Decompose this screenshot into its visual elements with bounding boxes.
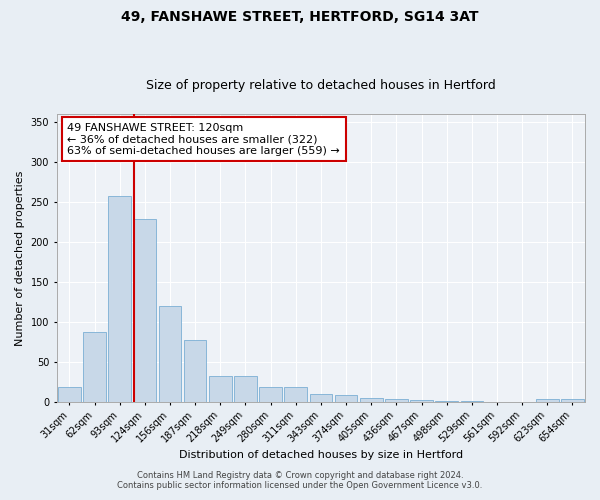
Bar — [461, 401, 483, 402]
Bar — [259, 386, 282, 402]
Y-axis label: Number of detached properties: Number of detached properties — [15, 170, 25, 346]
Bar — [335, 396, 358, 402]
Bar — [536, 400, 559, 402]
Bar — [310, 394, 332, 402]
Bar — [561, 400, 584, 402]
Bar — [109, 196, 131, 402]
Bar — [58, 388, 81, 402]
Bar — [385, 400, 407, 402]
Bar — [360, 398, 383, 402]
Text: 49 FANSHAWE STREET: 120sqm
← 36% of detached houses are smaller (322)
63% of sem: 49 FANSHAWE STREET: 120sqm ← 36% of deta… — [67, 122, 340, 156]
X-axis label: Distribution of detached houses by size in Hertford: Distribution of detached houses by size … — [179, 450, 463, 460]
Bar — [83, 332, 106, 402]
Title: Size of property relative to detached houses in Hertford: Size of property relative to detached ho… — [146, 79, 496, 92]
Bar — [284, 386, 307, 402]
Bar — [158, 306, 181, 402]
Bar — [410, 400, 433, 402]
Text: 49, FANSHAWE STREET, HERTFORD, SG14 3AT: 49, FANSHAWE STREET, HERTFORD, SG14 3AT — [121, 10, 479, 24]
Bar — [134, 219, 156, 402]
Bar — [184, 340, 206, 402]
Text: Contains HM Land Registry data © Crown copyright and database right 2024.
Contai: Contains HM Land Registry data © Crown c… — [118, 470, 482, 490]
Bar — [234, 376, 257, 402]
Bar — [209, 376, 232, 402]
Bar — [436, 401, 458, 402]
